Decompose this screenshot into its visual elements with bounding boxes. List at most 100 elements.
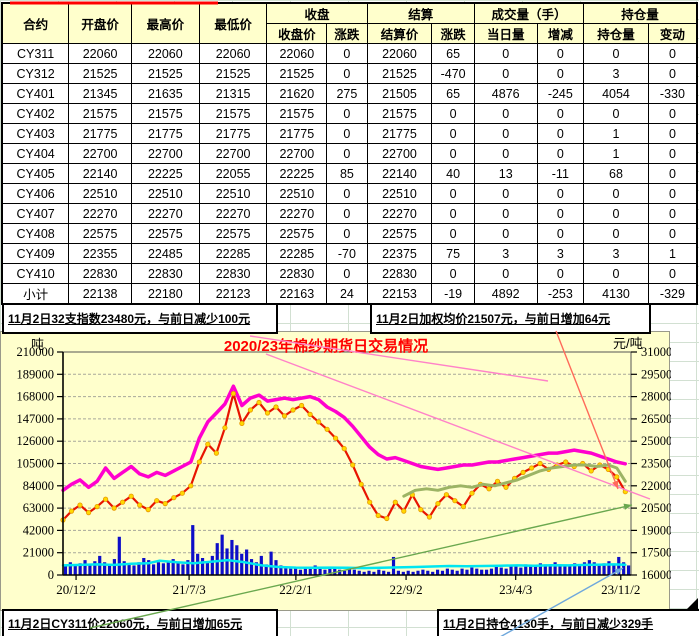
cell-value[interactable]: 0 <box>647 43 698 64</box>
cell-value[interactable]: 24 <box>326 283 368 305</box>
cell-value[interactable]: 22270 <box>266 203 328 224</box>
cell-contract[interactable]: CY407 <box>1 203 70 224</box>
cell-contract[interactable]: CY401 <box>1 83 70 104</box>
cell-value[interactable]: 0 <box>326 43 368 64</box>
cell-value[interactable]: 0 <box>326 103 368 124</box>
cell-value[interactable]: 4892 <box>473 283 538 305</box>
cell-value[interactable]: 22225 <box>130 163 200 184</box>
cell-value[interactable]: 22510 <box>68 183 132 204</box>
cell-value[interactable]: 3 <box>536 243 585 264</box>
futures-daily-chart[interactable]: 2020/23年棉纱期货日交易情况 吨 元/吨 0 21000 42000 63000… <box>0 331 671 611</box>
cell-value[interactable]: 21775 <box>266 123 328 144</box>
cell-contract[interactable]: CY312 <box>1 63 70 84</box>
cell-value[interactable]: 22123 <box>198 283 268 305</box>
cell-value[interactable]: -245 <box>536 83 585 104</box>
cell-value[interactable]: 0 <box>647 163 698 184</box>
col-header-close-change[interactable]: 涨跌 <box>326 23 368 44</box>
cell-value[interactable]: 22575 <box>266 223 328 244</box>
cell-value[interactable]: 21505 <box>366 83 433 104</box>
col-group-oi[interactable]: 持仓量 <box>583 2 698 24</box>
cell-value[interactable]: 22700 <box>130 143 200 164</box>
weighted-avg-banner[interactable]: 11月2日加权均价21507元，与前日增加64元 <box>370 303 651 334</box>
cell-value[interactable]: 21575 <box>68 103 132 124</box>
cell-value[interactable]: 22153 <box>366 283 433 305</box>
cell-value[interactable]: 21525 <box>366 63 433 84</box>
cell-contract[interactable]: CY406 <box>1 183 70 204</box>
cell-value[interactable]: 22270 <box>198 203 268 224</box>
cell-value[interactable]: 1 <box>647 243 698 264</box>
cell-value[interactable]: 0 <box>647 123 698 144</box>
cell-value[interactable]: 0 <box>473 123 538 144</box>
cell-value[interactable]: 0 <box>326 223 368 244</box>
col-header-oi[interactable]: 持仓量 <box>583 23 649 44</box>
cell-value[interactable]: 22270 <box>130 203 200 224</box>
cell-value[interactable]: 0 <box>326 143 368 164</box>
cell-value[interactable]: 22060 <box>366 43 433 64</box>
cell-value[interactable]: 0 <box>473 103 538 124</box>
cell-value[interactable]: 0 <box>647 203 698 224</box>
cell-contract[interactable]: CY311 <box>1 43 70 64</box>
cell-value[interactable]: 22700 <box>198 143 268 164</box>
cell-contract[interactable]: CY410 <box>1 263 70 284</box>
cell-value[interactable]: 22180 <box>130 283 200 305</box>
cell-value[interactable]: 4876 <box>473 83 538 104</box>
cell-value[interactable]: -11 <box>536 163 585 184</box>
cell-value[interactable]: 0 <box>536 43 585 64</box>
cell-value[interactable]: 0 <box>473 43 538 64</box>
cell-value[interactable]: 22138 <box>68 283 132 305</box>
cell-value[interactable]: 22510 <box>198 183 268 204</box>
col-header-settle-price[interactable]: 结算价 <box>366 23 433 44</box>
col-header-contract[interactable]: 合约 <box>1 2 70 44</box>
cell-contract[interactable]: CY409 <box>1 243 70 264</box>
cell-value[interactable]: -70 <box>326 243 368 264</box>
cell-value[interactable]: 21635 <box>130 83 200 104</box>
cell-contract[interactable]: CY404 <box>1 143 70 164</box>
cell-value[interactable]: 0 <box>536 263 585 284</box>
cell-value[interactable]: 22575 <box>366 223 433 244</box>
cell-value[interactable]: 0 <box>647 183 698 204</box>
cell-value[interactable]: 4130 <box>583 283 649 305</box>
cell-value[interactable]: 21575 <box>266 103 328 124</box>
cell-value[interactable]: 0 <box>431 263 475 284</box>
cell-value[interactable]: 0 <box>647 103 698 124</box>
cell-value[interactable]: 22355 <box>68 243 132 264</box>
cell-value[interactable]: 21525 <box>68 63 132 84</box>
cell-value[interactable]: -470 <box>431 63 475 84</box>
cell-value[interactable]: 21775 <box>198 123 268 144</box>
cell-value[interactable]: -329 <box>647 283 698 305</box>
cell-value[interactable]: 0 <box>647 223 698 244</box>
col-header-volume[interactable]: 当日量 <box>473 23 538 44</box>
cell-value[interactable]: 0 <box>536 203 585 224</box>
cell-value[interactable]: 22830 <box>266 263 328 284</box>
cell-contract[interactable]: CY403 <box>1 123 70 144</box>
open-interest-banner[interactable]: 11月2日持仓4130手，与前日减少329手 <box>437 609 699 636</box>
col-header-settle-change[interactable]: 涨跌 <box>431 23 475 44</box>
cell-value[interactable]: 0 <box>583 103 649 124</box>
cell-value[interactable]: 0 <box>326 183 368 204</box>
cell-value[interactable]: -330 <box>647 83 698 104</box>
cell-value[interactable]: 0 <box>583 263 649 284</box>
index-summary-banner[interactable]: 11月2日32支指数23480元，与前日减少100元 <box>2 303 278 334</box>
cell-value[interactable]: 21620 <box>266 83 328 104</box>
cell-value[interactable]: 22575 <box>68 223 132 244</box>
cell-value[interactable]: 22510 <box>130 183 200 204</box>
cell-value[interactable]: 22575 <box>198 223 268 244</box>
cell-value[interactable]: 21775 <box>366 123 433 144</box>
cell-value[interactable]: 275 <box>326 83 368 104</box>
cell-value[interactable]: 0 <box>431 143 475 164</box>
cell-value[interactable]: 65 <box>431 83 475 104</box>
cell-value[interactable]: 21775 <box>68 123 132 144</box>
cell-value[interactable]: 0 <box>536 183 585 204</box>
cell-value[interactable]: 22225 <box>266 163 328 184</box>
col-header-high[interactable]: 最高价 <box>130 2 200 44</box>
col-group-settle[interactable]: 结算 <box>366 2 475 24</box>
col-header-close-price[interactable]: 收盘价 <box>266 23 328 44</box>
cell-value[interactable]: 0 <box>473 223 538 244</box>
cell-value[interactable]: 0 <box>647 63 698 84</box>
col-group-volume[interactable]: 成交量（手） <box>473 2 585 24</box>
cell-value[interactable]: 75 <box>431 243 475 264</box>
cell-value[interactable]: 21775 <box>130 123 200 144</box>
col-header-volume-change[interactable]: 增减 <box>536 23 585 44</box>
cell-value[interactable]: 0 <box>473 63 538 84</box>
cell-value[interactable]: 1 <box>583 143 649 164</box>
